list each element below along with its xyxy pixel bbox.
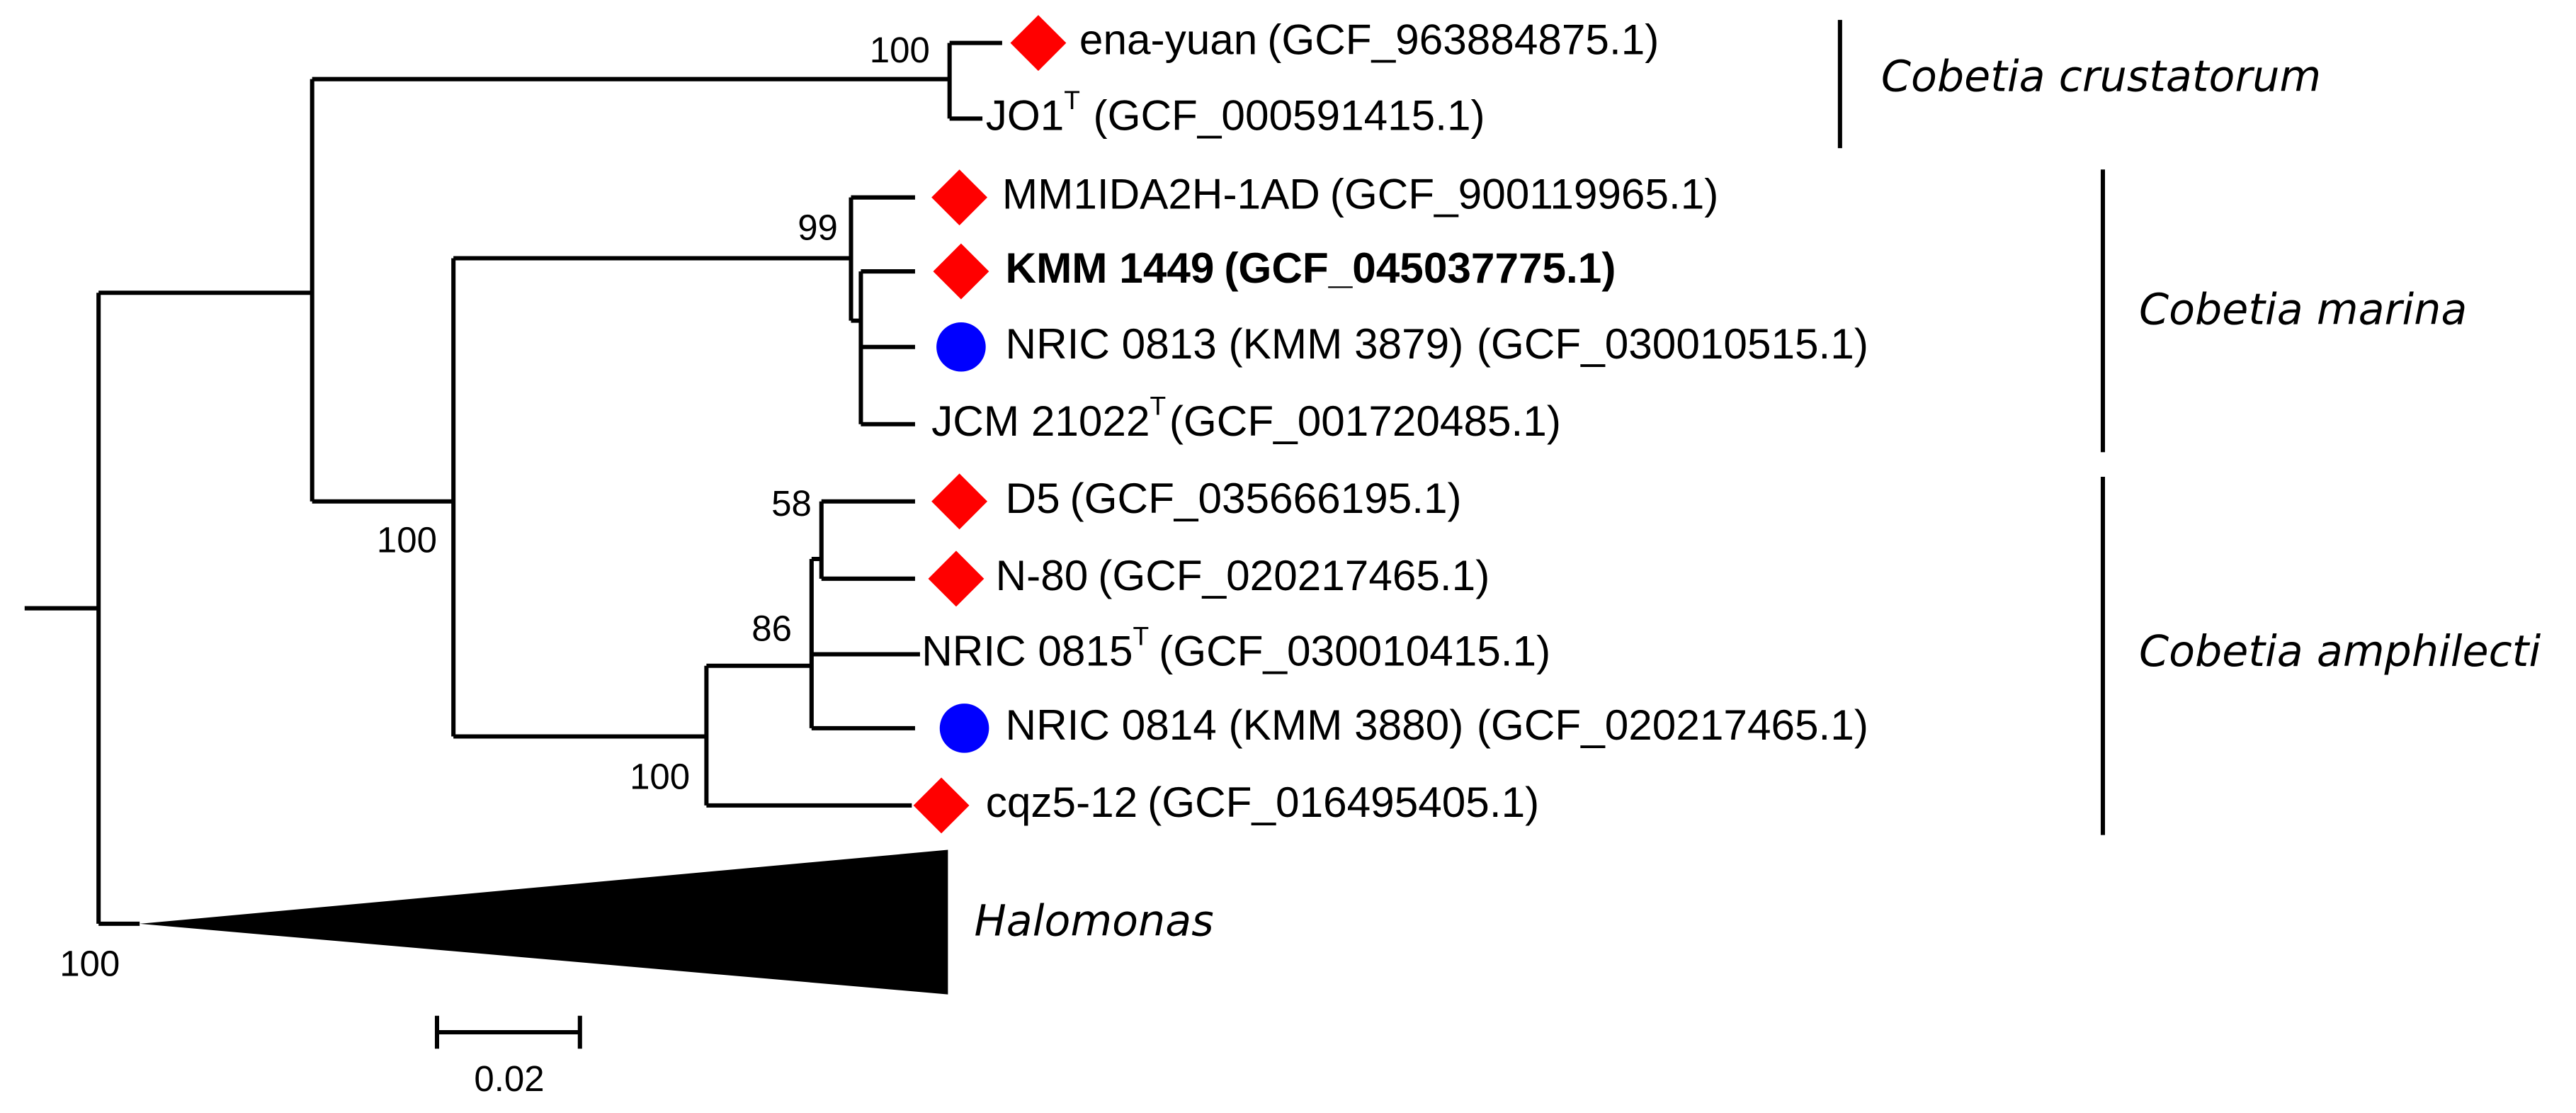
leaf-accession: (GCF_000591415.1)	[1094, 91, 1485, 139]
leaf-label: KMM 1449 (GCF_045037775.1)	[1006, 244, 1616, 292]
leaf-label: NRIC 0814 (KMM 3880) (GCF_020217465.1)	[1006, 701, 1868, 749]
leaf-label: JO1T (GCF_000591415.1)	[986, 85, 1485, 139]
scale-label: 0.02	[474, 1058, 544, 1099]
leaf-label: ena-yuan (GCF_963884875.1)	[1079, 16, 1659, 64]
diamond-marker	[1010, 15, 1067, 72]
leaf-name: KMM 1449	[1006, 244, 1215, 292]
leaf-label: N-80 (GCF_020217465.1)	[996, 551, 1490, 599]
leaf-name: NRIC 0815	[921, 626, 1133, 674]
leaf-label: cqz5-12 (GCF_016495405.1)	[986, 778, 1540, 826]
collapsed-clade	[140, 849, 948, 995]
scale-bar: 0.02	[434, 1015, 582, 1099]
leaf-name: N-80	[996, 551, 1089, 599]
leaf-accession: (GCF_035666195.1)	[1070, 474, 1462, 522]
branch	[312, 195, 915, 737]
bootstrap-value: 100	[630, 756, 690, 796]
scale-line	[434, 1015, 582, 1049]
clade-name: Cobetia amphilecti	[2139, 627, 2541, 677]
leaf-name: JO1	[986, 91, 1065, 139]
bootstrap-value: 100	[59, 944, 120, 984]
bootstrap-value: 100	[870, 30, 930, 70]
branches	[24, 40, 1002, 995]
type-strain-mark: T	[1133, 621, 1150, 650]
leaf-name: cqz5-12	[986, 778, 1138, 826]
bootstrap-value: 99	[798, 208, 838, 248]
clade-name: Cobetia marina	[2139, 286, 2467, 335]
bootstrap-value: 58	[771, 483, 812, 524]
leaf-accession: (GCF_045037775.1)	[1224, 244, 1616, 292]
diamond-marker	[931, 473, 988, 530]
leaf-accession: (GCF_900119965.1)	[1330, 170, 1719, 218]
leaf-label: MM1IDA2H-1AD (GCF_900119965.1)	[1002, 170, 1718, 218]
diamond-marker	[913, 777, 970, 834]
leaf-name: NRIC 0813 (KMM 3879)	[1006, 320, 1464, 368]
type-strain-mark: T	[1064, 85, 1080, 115]
leaf-label: JCM 21022T (GCF_001720485.1)	[931, 390, 1561, 444]
clade-name: Cobetia crustatorum	[1881, 52, 2321, 101]
diamond-marker	[931, 169, 988, 226]
leaf-accession: (GCF_963884875.1)	[1267, 16, 1659, 64]
outgroup-name: Halomonas	[974, 897, 1213, 947]
leaf-label: NRIC 0815T (GCF_030010415.1)	[921, 621, 1550, 674]
leaf-accession: (GCF_001720485.1)	[1169, 397, 1561, 445]
branch	[24, 40, 1002, 924]
leaf-name: ena-yuan	[1079, 16, 1257, 64]
leaf-accession: (GCF_030010515.1)	[1477, 320, 1868, 368]
leaf-accession: (GCF_020217465.1)	[1477, 701, 1868, 749]
leaf-accession: (GCF_016495405.1)	[1147, 778, 1539, 826]
bootstrap-values: 100 99 100 58 86 100 100	[59, 30, 930, 984]
diamond-marker	[928, 550, 985, 607]
leaf-label: D5 (GCF_035666195.1)	[1006, 474, 1462, 522]
clade-annotations: Cobetia crustatorum Cobetia marina Cobet…	[974, 20, 2541, 947]
circle-marker	[939, 704, 989, 753]
bootstrap-value: 86	[751, 609, 792, 649]
leaf-name: JCM 21022	[931, 397, 1150, 445]
leaf-name: NRIC 0814 (KMM 3880)	[1006, 701, 1464, 749]
bootstrap-value: 100	[377, 519, 437, 560]
leaf-name: D5	[1006, 474, 1060, 522]
circle-marker	[936, 322, 986, 372]
diamond-marker	[933, 243, 989, 300]
leaf-labels: ena-yuan (GCF_963884875.1) JO1T (GCF_00059…	[921, 16, 1868, 826]
leaf-accession: (GCF_030010415.1)	[1159, 626, 1550, 674]
leaf-accession: (GCF_020217465.1)	[1098, 551, 1490, 599]
type-strain-mark: T	[1150, 390, 1167, 420]
leaf-label: NRIC 0813 (KMM 3879) (GCF_030010515.1)	[1006, 320, 1868, 368]
branch	[98, 499, 920, 926]
leaf-name: MM1IDA2H-1AD	[1002, 170, 1320, 218]
